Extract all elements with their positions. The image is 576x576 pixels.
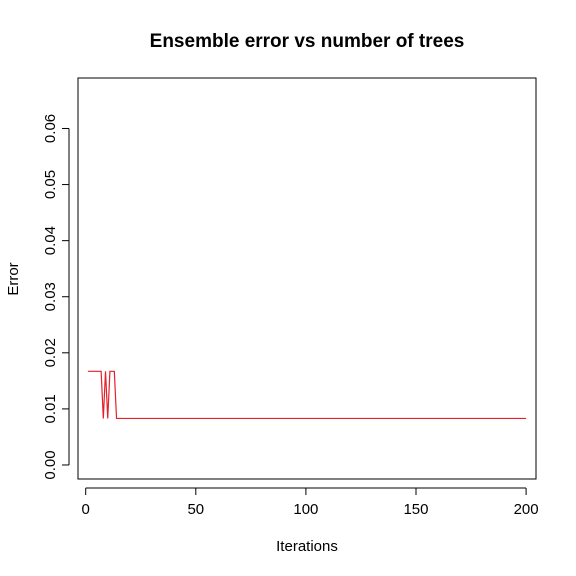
plot-area-border [77, 77, 537, 480]
y-tick-label: 0.06 [42, 114, 59, 143]
y-tick-label: 0.00 [42, 450, 59, 479]
x-tick-label: 150 [403, 501, 428, 518]
y-tick-label: 0.02 [42, 338, 59, 367]
series-line-0 [87, 370, 527, 420]
chart-title: Ensemble error vs number of trees [150, 31, 465, 52]
y-tick-label: 0.03 [42, 282, 59, 311]
x-tick-label: 0 [82, 501, 90, 518]
y-tick-label: 0.05 [42, 170, 59, 199]
x-axis-label: Iterations [276, 538, 338, 555]
y-axis-label: Error [5, 262, 22, 295]
y-tick-label: 0.04 [42, 226, 59, 255]
x-axis: 0 50 100 150 200 [82, 487, 539, 518]
y-tick-label: 0.01 [42, 394, 59, 423]
x-tick-label: 100 [293, 501, 318, 518]
x-tick-label: 50 [187, 501, 204, 518]
x-tick-label: 200 [514, 501, 539, 518]
y-axis: 0.00 0.01 0.02 0.03 0.04 0.05 0.06 [42, 114, 70, 480]
series-layer [87, 370, 527, 420]
